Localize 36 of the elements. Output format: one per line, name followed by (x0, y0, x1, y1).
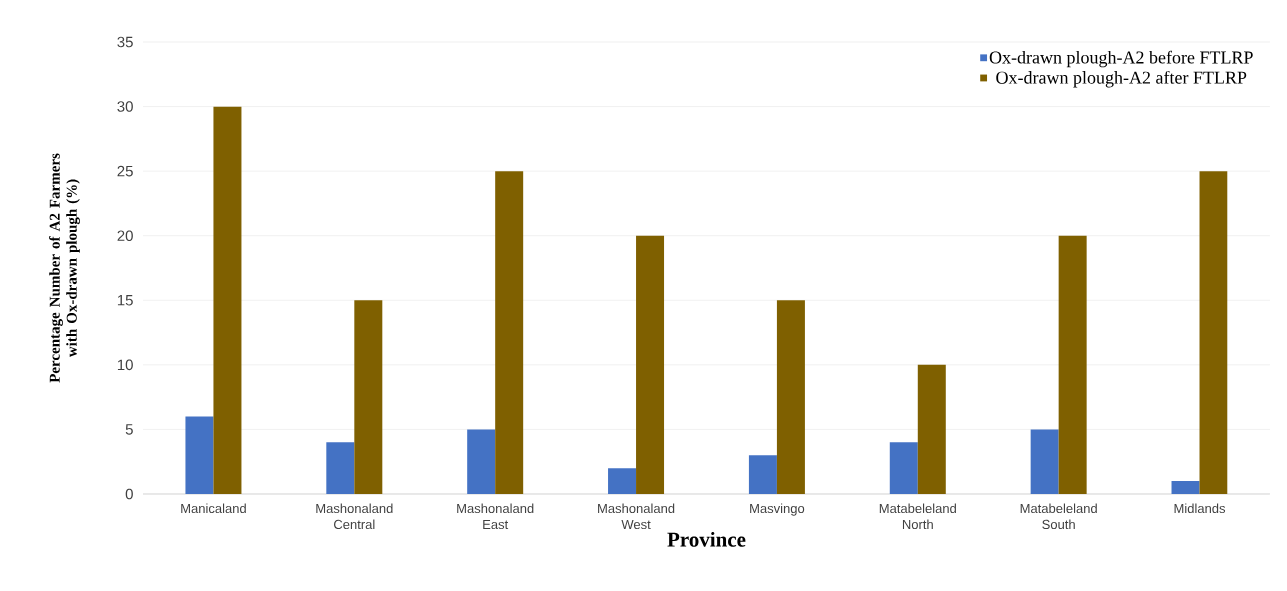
bar (495, 171, 524, 494)
y-tick-label: 5 (125, 424, 133, 435)
y-tick-label: 30 (117, 101, 133, 112)
x-tick-label: Midlands (1174, 503, 1226, 514)
bar (917, 364, 946, 494)
y-tick-label: 35 (117, 36, 133, 48)
bar (636, 235, 665, 494)
y-tick-label: 25 (117, 165, 133, 177)
y-tick-label: 15 (117, 295, 133, 306)
legend-label: Ox-drawn plough-A2 before FTLRP (989, 50, 1253, 68)
x-tick-label: Masvingo (750, 503, 805, 516)
x-tick-label: Mashonaland East (457, 503, 534, 530)
y-tick-label: 0 (125, 488, 133, 500)
bar (354, 300, 383, 494)
bar (776, 300, 805, 494)
x-tick-label: Manicaland (181, 503, 246, 514)
x-tick-label: Mashonaland Central (316, 503, 393, 530)
legend-label: Ox-drawn plough-A2 after FTLRP (996, 70, 1247, 88)
bar (1199, 171, 1228, 494)
bar (213, 106, 242, 494)
bar (1171, 481, 1200, 494)
x-tick-label: Mashonaland West (598, 503, 675, 530)
bar (1058, 235, 1087, 494)
bar (1030, 429, 1059, 494)
bar (608, 468, 637, 494)
y-tick-label: 10 (117, 359, 133, 371)
bar (185, 416, 214, 494)
bar (748, 455, 777, 494)
y-axis-title: Percentage Number of A2 Farmers with Ox-drawn plough (%) (49, 153, 80, 383)
y-tick-label: 20 (117, 230, 133, 242)
bar (326, 442, 355, 494)
x-tick-label: Matabeleland North (879, 503, 956, 530)
bar (467, 429, 496, 494)
bar (889, 442, 918, 494)
x-axis-title: Province (667, 531, 746, 547)
x-tick-label: Matabeleland South (1020, 503, 1097, 530)
